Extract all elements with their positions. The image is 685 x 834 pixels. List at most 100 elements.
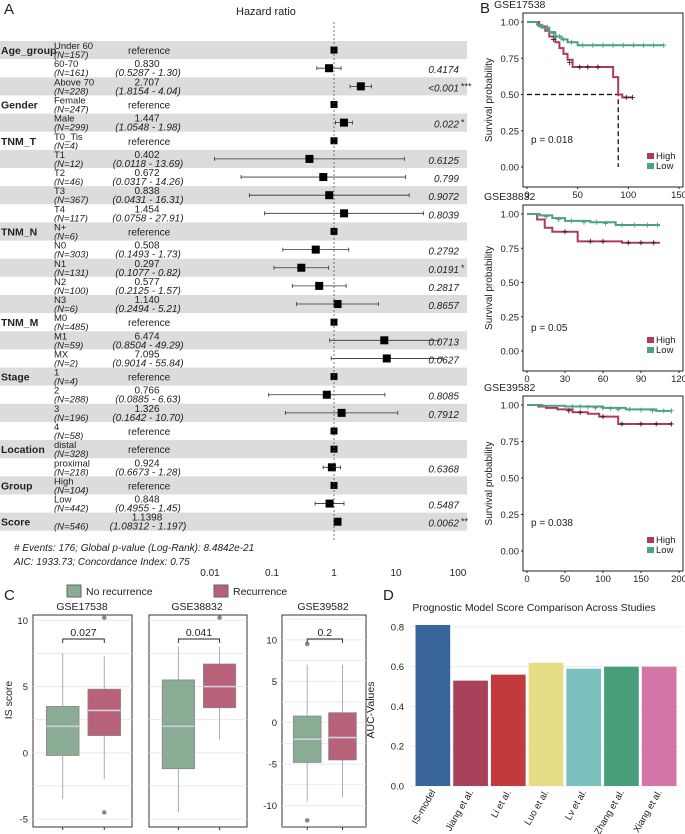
forest-x-tick: 10 bbox=[390, 568, 402, 579]
km-x-tick: 50 bbox=[572, 190, 583, 201]
km-x-tick: 100 bbox=[620, 190, 636, 201]
km-x-tick: 200 bbox=[671, 574, 685, 585]
km-legend-swatch bbox=[647, 163, 654, 169]
km-x-tick: 0 bbox=[524, 574, 529, 585]
forest-ci: (0.1077 - 0.82) bbox=[115, 268, 181, 279]
box-pvalue: 0.041 bbox=[186, 627, 212, 639]
forest-point bbox=[325, 499, 334, 508]
km-censor-mark bbox=[668, 421, 674, 427]
forest-level-label: N3 bbox=[54, 295, 66, 306]
km-y-label: Survival probability bbox=[484, 246, 495, 330]
forest-n-label: (N=546) bbox=[54, 522, 89, 533]
forest-ci: (0.0118 - 13.69) bbox=[113, 159, 183, 170]
km-censor-mark bbox=[600, 405, 606, 411]
forest-reference-label: reference bbox=[128, 481, 171, 492]
forest-point bbox=[330, 445, 338, 453]
km-legend-swatch bbox=[647, 347, 654, 353]
forest-point bbox=[315, 281, 324, 290]
box-y-tick: -5 bbox=[20, 815, 28, 826]
forest-point bbox=[327, 463, 336, 472]
km-censor-mark bbox=[567, 60, 573, 66]
box-title: GSE39582 bbox=[297, 601, 349, 613]
forest-level-label: Male bbox=[54, 114, 75, 125]
forest-x-tick: 0.01 bbox=[200, 568, 220, 579]
km-censor-mark bbox=[566, 408, 572, 414]
forest-n-label: (N=328) bbox=[54, 449, 89, 460]
forest-pvalue: 0.6125 bbox=[428, 156, 459, 167]
forest-variable-label: Stage bbox=[1, 372, 30, 384]
forest-reference-label: reference bbox=[128, 318, 171, 329]
forest-point bbox=[319, 173, 328, 182]
forest-estimate: 1.140 bbox=[134, 295, 159, 306]
box-bracket bbox=[177, 638, 221, 643]
km-censor-mark bbox=[620, 42, 626, 48]
forest-n-label: (N=157) bbox=[54, 50, 89, 61]
km-censor-mark bbox=[556, 216, 562, 222]
km-legend-label: High bbox=[656, 151, 676, 162]
km-censor-mark bbox=[592, 405, 598, 411]
box-legend-swatch-rec bbox=[213, 584, 229, 598]
forest-pvalue: 0.8085 bbox=[428, 392, 459, 403]
forest-point bbox=[311, 245, 320, 254]
forest-ci: (0.1493 - 1.73) bbox=[115, 250, 181, 261]
forest-point bbox=[333, 300, 342, 309]
panel-label-b: B bbox=[480, 0, 490, 17]
km-censor-mark bbox=[544, 26, 550, 32]
km-censor-mark bbox=[608, 406, 614, 412]
km-x-tick: 150 bbox=[633, 574, 649, 585]
forest-title: Hazard ratio bbox=[236, 6, 296, 18]
km-y-tick: 0.25 bbox=[501, 312, 520, 323]
bar-y-tick: 0.2 bbox=[391, 742, 404, 753]
forest-estimate: 7.095 bbox=[134, 349, 159, 360]
km-y-tick: 0.00 bbox=[501, 347, 520, 358]
forest-point bbox=[325, 191, 334, 200]
forest-row-stripe bbox=[0, 367, 467, 386]
forest-pvalue: 0.2817 bbox=[428, 283, 459, 294]
km-censor-mark bbox=[594, 219, 600, 225]
km-censor-mark bbox=[560, 36, 566, 42]
km-frame bbox=[522, 204, 684, 372]
bar-luo-et-al- bbox=[528, 662, 564, 786]
forest-estimate: 6.474 bbox=[134, 331, 159, 342]
forest-level-label: High bbox=[54, 476, 74, 487]
forest-ci: (0.4955 - 1.45) bbox=[115, 504, 181, 515]
km-censor-mark bbox=[638, 421, 644, 427]
forest-row-stripe bbox=[0, 113, 467, 132]
forest-estimate: 0.924 bbox=[134, 458, 159, 469]
forest-level-label: 2 bbox=[54, 386, 59, 397]
km-x-tick: 60 bbox=[598, 374, 609, 385]
forest-level-label: Low bbox=[54, 495, 72, 506]
forest-level-label: Above 70 bbox=[54, 77, 94, 88]
forest-significance: * bbox=[461, 263, 465, 273]
forest-point bbox=[305, 154, 314, 163]
box-y-tick: 5 bbox=[272, 677, 277, 688]
forest-footnote: # Events: 176; Global p-value (Log-Rank)… bbox=[14, 543, 254, 554]
km-censor-mark bbox=[550, 31, 556, 37]
forest-level-label: N2 bbox=[54, 277, 66, 288]
km-censor-mark bbox=[638, 240, 644, 246]
km-censor-mark bbox=[587, 238, 593, 244]
km-censor-mark bbox=[570, 403, 576, 409]
forest-n-label: (N=59) bbox=[54, 340, 83, 351]
forest-estimate: 2.707 bbox=[134, 77, 159, 88]
forest-level-label: proximal bbox=[54, 458, 90, 469]
forest-reference-label: reference bbox=[128, 100, 171, 111]
forest-row-stripe bbox=[0, 512, 467, 531]
km-legend-label: Low bbox=[656, 545, 674, 556]
km-censor-mark bbox=[627, 406, 633, 412]
forest-level-label: T1 bbox=[54, 150, 65, 161]
forest-estimate: 0.672 bbox=[134, 168, 159, 179]
km-censor-mark bbox=[580, 42, 586, 48]
forest-variable-label: TNM_N bbox=[1, 226, 37, 238]
forest-point bbox=[324, 64, 333, 73]
bar-y-label: AUC-Values bbox=[365, 682, 377, 739]
km-censor-mark bbox=[638, 407, 644, 413]
forest-variable-label: Gender bbox=[1, 99, 38, 111]
forest-n-label: (N=303) bbox=[54, 250, 89, 261]
forest-n-label: (N=247) bbox=[54, 104, 89, 115]
box-outlier bbox=[304, 641, 310, 647]
forest-pvalue: 0.4174 bbox=[428, 65, 459, 76]
bar-category-label: Luo et al. bbox=[523, 788, 552, 827]
km-censor-mark bbox=[615, 406, 621, 412]
forest-pvalue: 0.0062 bbox=[428, 519, 459, 530]
